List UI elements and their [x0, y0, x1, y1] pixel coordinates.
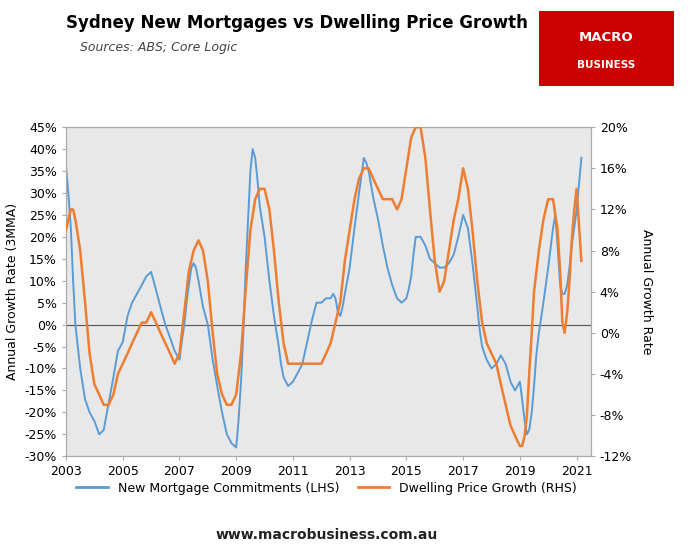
Text: www.macrobusiness.com.au: www.macrobusiness.com.au: [215, 528, 438, 542]
Text: MACRO: MACRO: [579, 30, 634, 44]
Text: BUSINESS: BUSINESS: [578, 60, 635, 70]
Text: Sources: ABS; Core Logic: Sources: ABS; Core Logic: [80, 41, 237, 55]
Text: Sydney New Mortgages vs Dwelling Price Growth: Sydney New Mortgages vs Dwelling Price G…: [66, 14, 528, 32]
Y-axis label: Annual Growth Rate (3MMA): Annual Growth Rate (3MMA): [6, 203, 19, 380]
Y-axis label: Annual Growth Rate: Annual Growth Rate: [640, 229, 653, 354]
Legend: New Mortgage Commitments (LHS), Dwelling Price Growth (RHS): New Mortgage Commitments (LHS), Dwelling…: [72, 477, 582, 500]
